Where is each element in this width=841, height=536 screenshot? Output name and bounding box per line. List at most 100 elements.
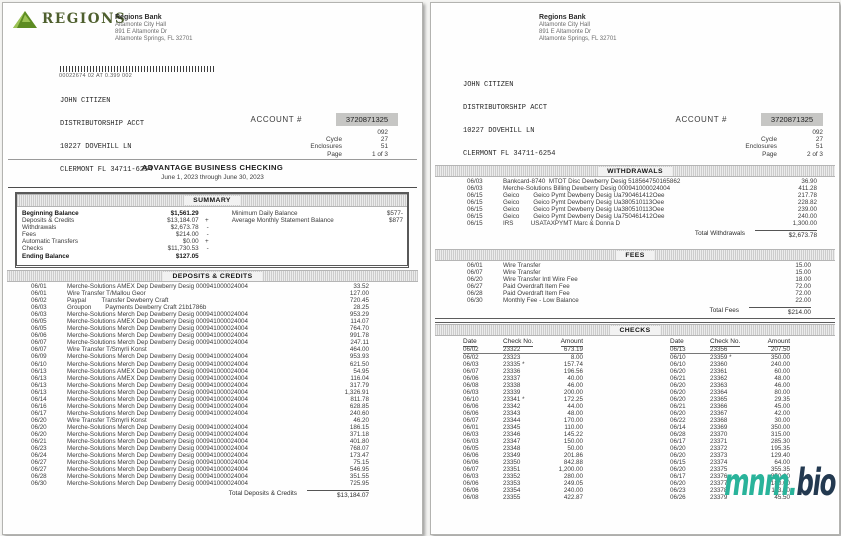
check-number: 23377	[710, 480, 728, 487]
check-row: 06/17 23376 350.00	[670, 473, 790, 480]
deposits-total-label: Total Deposits & Credits	[228, 490, 297, 498]
fee-row: 06/28 Paid Overdraft Item Fee 72.00	[467, 290, 811, 297]
check-amount: 350.00	[770, 473, 790, 480]
deposit-amount: 991.78	[349, 332, 369, 340]
check-amount: 150.00	[563, 438, 583, 445]
check-row: 06/06 23354 240.00	[463, 487, 583, 494]
check-date: 06/23	[670, 487, 686, 494]
bank-address-line: Altamonte City Hall	[539, 22, 591, 28]
check-number: 23345	[503, 424, 521, 431]
check-number: 23374	[710, 459, 728, 466]
deposit-row: 06/05 Merche-Solutions Merch Dep Dewberr…	[31, 325, 369, 332]
deposit-description: Merche-Solutions Merch Dep Dewberry Desi…	[67, 360, 249, 368]
deposit-row: 06/16 Merche-Solutions Merch Dep Dewberr…	[31, 403, 369, 410]
summary-row: Checks $11,730.53 -	[22, 245, 209, 252]
checks-number-header: Check No.	[710, 338, 741, 347]
deposit-date: 06/03	[31, 311, 47, 319]
summary-value: $2,673.78	[170, 224, 199, 232]
check-amount: 200.00	[563, 389, 583, 396]
check-amount: 45.00	[774, 403, 790, 410]
check-date: 06/20	[670, 480, 686, 487]
check-number: 23353	[503, 480, 521, 487]
summary-sign: -	[206, 224, 209, 232]
deposit-row: 06/27 Merche-Solutions Merch Dep Dewberr…	[31, 466, 369, 473]
deposit-date: 06/01	[31, 283, 47, 290]
account-label: ACCOUNT #	[250, 115, 302, 124]
recipient-line: 10227 DOVEHILL LN	[463, 126, 535, 135]
check-date: 06/20	[670, 410, 686, 417]
check-row: 06/21 23362 48.00	[670, 375, 790, 382]
check-date: 06/20	[670, 452, 686, 459]
deposit-description: Wire Transfer T/Smyrli Konst	[67, 416, 147, 424]
check-date: 06/06	[463, 480, 479, 487]
deposit-row: 06/20 Merche-Solutions Merch Dep Dewberr…	[31, 424, 369, 431]
recipient-name: JOHN CITIZEN	[60, 97, 111, 106]
deposit-row: 06/06 Merche-Solutions Merch Dep Dewberr…	[31, 332, 369, 339]
deposit-description: Merche-Solutions Merch Dep Dewberry Desi…	[67, 452, 249, 460]
check-row: 06/14 23369 350.00	[670, 424, 790, 431]
check-amount: 129.40	[770, 452, 790, 459]
check-number: 23372	[710, 445, 728, 452]
meta-enclosures-label: Enclosures	[745, 143, 777, 151]
bank-address-line: 891 E Altamonte Dr	[115, 29, 168, 35]
check-amount: 157.74	[563, 361, 583, 368]
fee-row: 06/20 Wire Transfer Intl Wire Fee 18.00	[467, 276, 811, 283]
check-amount: 355.35	[770, 466, 790, 473]
summary-body: Beginning Balance $1,561.29 Deposits & C…	[17, 207, 407, 260]
check-row: 06/20 23367 42.00	[670, 410, 790, 417]
check-number: 23370	[710, 431, 728, 438]
deposit-row: 06/10 Merche-Solutions Merch Dep Dewberr…	[31, 361, 369, 368]
fees-section-label: FEES	[616, 250, 654, 260]
check-row: 06/26 23379 45.50	[670, 494, 790, 501]
check-row: 06/20 23364 80.00	[670, 389, 790, 396]
summary-value: $214.00	[175, 231, 199, 239]
fee-row: 06/27 Paid Overdraft Item Fee 72.00	[467, 283, 811, 290]
deposit-row: 06/27 Merche-Solutions Merch Dep Dewberr…	[31, 459, 369, 466]
deposits-total-row: Total Deposits & Credits $13,184.07	[31, 490, 369, 499]
deposit-amount: 811.78	[350, 395, 369, 403]
summary-value: $0.00	[182, 238, 199, 246]
deposit-amount: 247.11	[350, 339, 369, 347]
check-row: 06/15 23374 64.00	[670, 459, 790, 466]
check-amount: 240.00	[563, 487, 583, 494]
bank-address-line: Altamonte City Hall	[115, 22, 167, 28]
deposit-amount: 173.47	[349, 452, 369, 460]
summary-label: Withdrawals	[22, 224, 57, 232]
meta-cycle-label: Cycle	[326, 136, 342, 144]
check-row: 06/20 23361 60.00	[670, 368, 790, 375]
recipient-address-block: JOHN CITIZEN DISTRIBUTORSHIP ACCT 10227 …	[60, 83, 152, 189]
deposit-description: Merche-Solutions Merch Dep Dewberry Desi…	[67, 388, 249, 396]
fee-amount: 18.00	[795, 276, 811, 284]
deposit-amount: 127.00	[349, 290, 369, 298]
check-amount: 29.35	[774, 396, 790, 403]
summary-sign: +	[205, 238, 209, 246]
withdrawals-section-label: WITHDRAWALS	[598, 166, 672, 176]
statement-page-1: REGIONS Regions Bank Altamonte City Hall…	[2, 2, 423, 535]
check-amount: 60.00	[774, 368, 790, 375]
check-amount: 350.00	[770, 354, 790, 361]
deposit-date: 06/03	[31, 304, 47, 312]
check-date: 06/03	[463, 361, 479, 368]
withdrawal-description: IRS USATAXPYMT Marc & Donna D	[503, 220, 621, 228]
summary-left-column: Beginning Balance $1,561.29 Deposits & C…	[22, 210, 209, 260]
check-amount: 113.50	[771, 487, 790, 494]
withdrawal-date: 06/15	[467, 206, 483, 214]
check-date: 06/07	[463, 417, 479, 424]
withdrawals-total-row: Total Withdrawals $2,673.78	[467, 230, 817, 239]
deposit-description: Merche-Solutions Merch Dep Dewberry Desi…	[67, 459, 249, 467]
fee-amount: 72.00	[795, 290, 811, 298]
check-row: 06/10 23341 * 172.25	[463, 396, 583, 403]
fee-description: Paid Overdraft Item Fee	[503, 290, 570, 298]
withdrawal-row: 06/03 Bankcard-8740 MTOT Disc Dewberry D…	[467, 178, 817, 185]
fees-table: 06/01 Wire Transfer 15.00 06/07 Wire Tra…	[467, 262, 811, 316]
divider	[435, 318, 835, 323]
check-row: 06/06 23343 48.00	[463, 410, 583, 417]
deposit-description: Merche-Solutions Merch Dep Dewberry Desi…	[67, 409, 249, 417]
deposit-row: 06/17 Merche-Solutions Merch Dep Dewberr…	[31, 410, 369, 417]
check-amount: 48.00	[567, 410, 583, 417]
fee-date: 06/20	[467, 276, 483, 284]
fee-date: 06/01	[467, 262, 483, 269]
watermark-prefix: mnm.	[724, 461, 798, 504]
deposit-amount: 351.55	[349, 473, 369, 481]
check-number: 23364	[710, 389, 728, 396]
